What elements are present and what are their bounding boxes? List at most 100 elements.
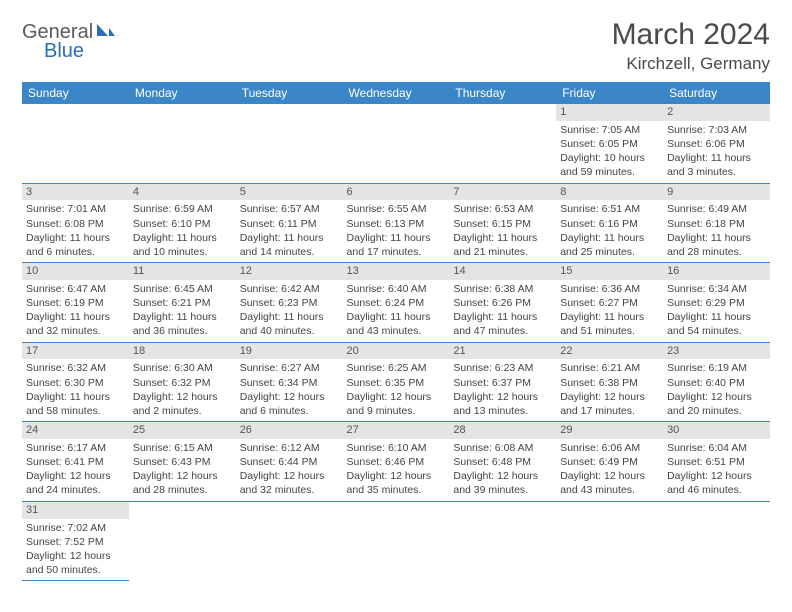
sunset-text: Sunset: 6:48 PM <box>453 455 552 469</box>
daylight-text: Daylight: 12 hours and 20 minutes. <box>667 390 766 418</box>
day-number: 3 <box>22 184 129 201</box>
calendar-cell: 14Sunrise: 6:38 AMSunset: 6:26 PMDayligh… <box>449 263 556 343</box>
day-number: 16 <box>663 263 770 280</box>
day-number: 23 <box>663 343 770 360</box>
sunrise-text: Sunrise: 6:25 AM <box>347 361 446 375</box>
daylight-text: Daylight: 11 hours and 10 minutes. <box>133 231 232 259</box>
calendar-cell: 17Sunrise: 6:32 AMSunset: 6:30 PMDayligh… <box>22 342 129 422</box>
cell-body: Sunrise: 7:03 AMSunset: 6:06 PMDaylight:… <box>663 121 770 183</box>
calendar-cell: 24Sunrise: 6:17 AMSunset: 6:41 PMDayligh… <box>22 422 129 502</box>
day-number: 22 <box>556 343 663 360</box>
day-number: 7 <box>449 184 556 201</box>
cell-body: Sunrise: 6:25 AMSunset: 6:35 PMDaylight:… <box>343 359 450 421</box>
calendar-cell-empty <box>449 501 556 581</box>
day-number: 31 <box>22 502 129 519</box>
calendar-cell: 11Sunrise: 6:45 AMSunset: 6:21 PMDayligh… <box>129 263 236 343</box>
sunset-text: Sunset: 6:19 PM <box>26 296 125 310</box>
day-number: 30 <box>663 422 770 439</box>
day-number: 27 <box>343 422 450 439</box>
calendar-row: 3Sunrise: 7:01 AMSunset: 6:08 PMDaylight… <box>22 183 770 263</box>
calendar-cell-empty <box>343 501 450 581</box>
sunset-text: Sunset: 6:23 PM <box>240 296 339 310</box>
sunset-text: Sunset: 6:10 PM <box>133 217 232 231</box>
daylight-text: Daylight: 12 hours and 32 minutes. <box>240 469 339 497</box>
sunset-text: Sunset: 6:16 PM <box>560 217 659 231</box>
calendar-cell-empty <box>556 501 663 581</box>
sunrise-text: Sunrise: 6:38 AM <box>453 282 552 296</box>
cell-body: Sunrise: 6:12 AMSunset: 6:44 PMDaylight:… <box>236 439 343 501</box>
day-header: Wednesday <box>343 82 450 104</box>
sunset-text: Sunset: 6:15 PM <box>453 217 552 231</box>
cell-body: Sunrise: 6:04 AMSunset: 6:51 PMDaylight:… <box>663 439 770 501</box>
daylight-text: Daylight: 12 hours and 46 minutes. <box>667 469 766 497</box>
sunrise-text: Sunrise: 6:42 AM <box>240 282 339 296</box>
daylight-text: Daylight: 11 hours and 51 minutes. <box>560 310 659 338</box>
day-number: 25 <box>129 422 236 439</box>
calendar-cell: 4Sunrise: 6:59 AMSunset: 6:10 PMDaylight… <box>129 183 236 263</box>
calendar-cell: 28Sunrise: 6:08 AMSunset: 6:48 PMDayligh… <box>449 422 556 502</box>
calendar-cell: 20Sunrise: 6:25 AMSunset: 6:35 PMDayligh… <box>343 342 450 422</box>
day-number: 10 <box>22 263 129 280</box>
calendar-cell: 25Sunrise: 6:15 AMSunset: 6:43 PMDayligh… <box>129 422 236 502</box>
sunset-text: Sunset: 6:05 PM <box>560 137 659 151</box>
cell-body: Sunrise: 6:55 AMSunset: 6:13 PMDaylight:… <box>343 200 450 262</box>
sunset-text: Sunset: 6:44 PM <box>240 455 339 469</box>
day-number: 17 <box>22 343 129 360</box>
sunset-text: Sunset: 7:52 PM <box>26 535 125 549</box>
calendar-cell: 7Sunrise: 6:53 AMSunset: 6:15 PMDaylight… <box>449 183 556 263</box>
day-number: 11 <box>129 263 236 280</box>
sunset-text: Sunset: 6:13 PM <box>347 217 446 231</box>
day-number: 28 <box>449 422 556 439</box>
calendar-cell-empty <box>663 501 770 581</box>
logo: General Blue <box>22 22 115 61</box>
sunrise-text: Sunrise: 6:45 AM <box>133 282 232 296</box>
day-number: 13 <box>343 263 450 280</box>
calendar-cell: 16Sunrise: 6:34 AMSunset: 6:29 PMDayligh… <box>663 263 770 343</box>
sunrise-text: Sunrise: 6:21 AM <box>560 361 659 375</box>
sunrise-text: Sunrise: 6:04 AM <box>667 441 766 455</box>
daylight-text: Daylight: 11 hours and 28 minutes. <box>667 231 766 259</box>
sunrise-text: Sunrise: 6:34 AM <box>667 282 766 296</box>
cell-body: Sunrise: 6:15 AMSunset: 6:43 PMDaylight:… <box>129 439 236 501</box>
daylight-text: Daylight: 11 hours and 58 minutes. <box>26 390 125 418</box>
daylight-text: Daylight: 12 hours and 43 minutes. <box>560 469 659 497</box>
daylight-text: Daylight: 12 hours and 2 minutes. <box>133 390 232 418</box>
cell-body: Sunrise: 6:57 AMSunset: 6:11 PMDaylight:… <box>236 200 343 262</box>
sunrise-text: Sunrise: 6:51 AM <box>560 202 659 216</box>
day-number: 6 <box>343 184 450 201</box>
cell-body: Sunrise: 6:36 AMSunset: 6:27 PMDaylight:… <box>556 280 663 342</box>
day-number: 8 <box>556 184 663 201</box>
cell-body: Sunrise: 6:27 AMSunset: 6:34 PMDaylight:… <box>236 359 343 421</box>
sunrise-text: Sunrise: 6:23 AM <box>453 361 552 375</box>
sunrise-text: Sunrise: 6:19 AM <box>667 361 766 375</box>
sunrise-text: Sunrise: 6:06 AM <box>560 441 659 455</box>
sunset-text: Sunset: 6:27 PM <box>560 296 659 310</box>
day-number: 9 <box>663 184 770 201</box>
daylight-text: Daylight: 11 hours and 6 minutes. <box>26 231 125 259</box>
day-header: Thursday <box>449 82 556 104</box>
sunset-text: Sunset: 6:26 PM <box>453 296 552 310</box>
calendar-row: 24Sunrise: 6:17 AMSunset: 6:41 PMDayligh… <box>22 422 770 502</box>
day-header: Sunday <box>22 82 129 104</box>
calendar-row: 31Sunrise: 7:02 AMSunset: 7:52 PMDayligh… <box>22 501 770 581</box>
cell-body: Sunrise: 6:06 AMSunset: 6:49 PMDaylight:… <box>556 439 663 501</box>
sunrise-text: Sunrise: 6:49 AM <box>667 202 766 216</box>
calendar-cell: 30Sunrise: 6:04 AMSunset: 6:51 PMDayligh… <box>663 422 770 502</box>
sunset-text: Sunset: 6:34 PM <box>240 376 339 390</box>
logo-text-blue: Blue <box>44 41 115 61</box>
calendar-cell: 18Sunrise: 6:30 AMSunset: 6:32 PMDayligh… <box>129 342 236 422</box>
daylight-text: Daylight: 12 hours and 24 minutes. <box>26 469 125 497</box>
sunrise-text: Sunrise: 6:57 AM <box>240 202 339 216</box>
sunrise-text: Sunrise: 6:30 AM <box>133 361 232 375</box>
calendar-cell: 22Sunrise: 6:21 AMSunset: 6:38 PMDayligh… <box>556 342 663 422</box>
sunrise-text: Sunrise: 6:15 AM <box>133 441 232 455</box>
cell-body: Sunrise: 6:42 AMSunset: 6:23 PMDaylight:… <box>236 280 343 342</box>
daylight-text: Daylight: 11 hours and 17 minutes. <box>347 231 446 259</box>
calendar-cell: 15Sunrise: 6:36 AMSunset: 6:27 PMDayligh… <box>556 263 663 343</box>
sunset-text: Sunset: 6:24 PM <box>347 296 446 310</box>
day-number: 18 <box>129 343 236 360</box>
sunset-text: Sunset: 6:21 PM <box>133 296 232 310</box>
daylight-text: Daylight: 11 hours and 40 minutes. <box>240 310 339 338</box>
sunset-text: Sunset: 6:32 PM <box>133 376 232 390</box>
cell-body: Sunrise: 6:23 AMSunset: 6:37 PMDaylight:… <box>449 359 556 421</box>
